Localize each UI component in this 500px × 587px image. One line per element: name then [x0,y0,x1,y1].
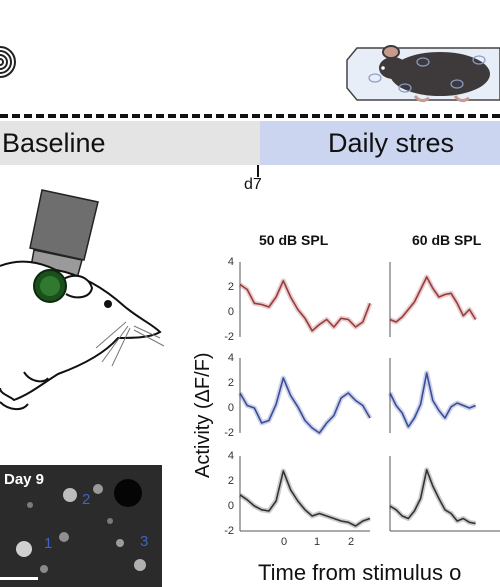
activity-trace-line [239,279,371,332]
activity-trace-line [389,276,477,323]
two-photon-image: Day 9 1 2 3 [0,465,162,587]
activity-trace-line [389,372,476,428]
baseline-banner [0,121,260,165]
cell-label-1: 1 [44,535,53,552]
stress-banner [260,121,500,165]
y-tick: 4 [227,450,234,462]
column-header-60db: 60 dB SPL [412,232,482,248]
column-header-50db: 50 dB SPL [259,232,329,248]
y-tick: 4 [227,256,234,268]
y-tick: 2 [227,377,234,389]
imaging-mouse-icon [0,189,165,410]
trace-error-band [238,278,373,334]
y-tick: 0 [227,500,234,512]
restrained-mouse-icon [346,45,500,103]
day-tick-label: d7 [244,176,262,193]
image-day-label: Day 9 [4,471,45,488]
stress-label: Daily stres [328,128,455,158]
cell-label-2: 2 [82,491,91,508]
activity-trace-line [239,377,371,434]
cell-label-3: 3 [140,533,149,550]
baseline-label: Baseline [2,128,106,158]
sound-wave-icon [0,46,16,78]
y-tick: 2 [227,281,234,293]
timeline-dashed-line [0,114,500,118]
y-tick: 2 [227,475,234,487]
x-tick: 1 [314,536,321,548]
y-tick: -2 [224,525,234,537]
trace-error-band [238,468,371,529]
x-tick: 2 [348,536,355,548]
x-axis-label: Time from stimulus o [258,560,462,585]
y-tick: -2 [224,331,234,343]
y-tick: 0 [227,306,234,318]
activity-trace-line [389,468,476,525]
day-tick [257,165,259,177]
neuron-field-image [0,465,162,587]
trace-error-band [237,375,373,436]
activity-trace-line [239,470,371,527]
y-tick: -2 [224,427,234,439]
y-tick: 4 [227,352,234,364]
y-tick: 0 [227,402,234,414]
x-tick: 0 [281,536,288,548]
